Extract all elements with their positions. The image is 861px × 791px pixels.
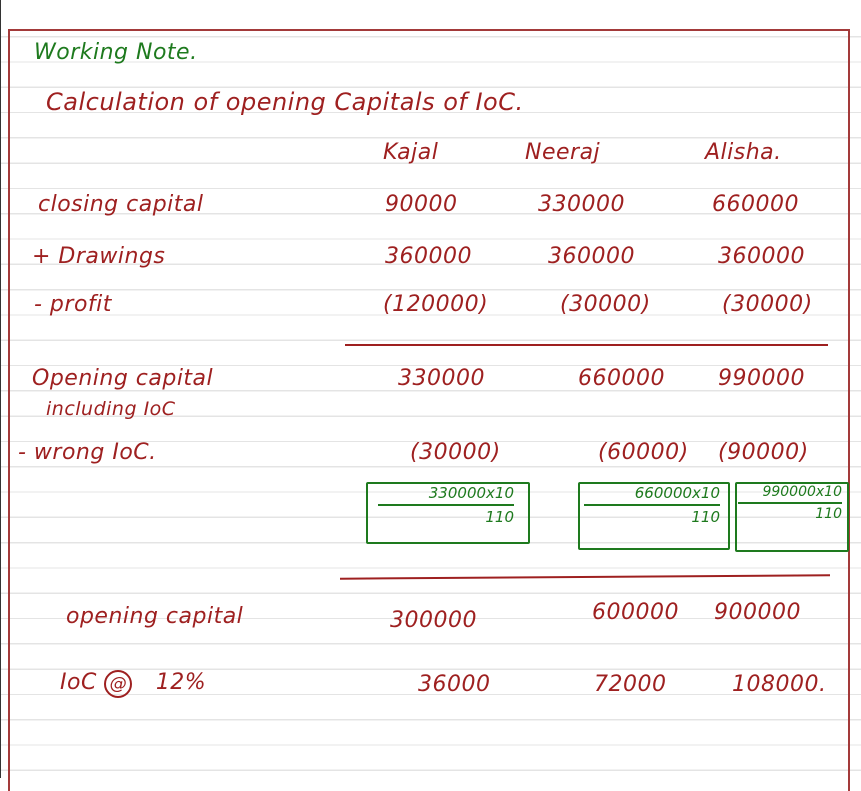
- cell: (120000): [383, 292, 489, 317]
- cell: 330000: [398, 366, 485, 391]
- total-line: [345, 344, 828, 346]
- cell: 36000: [418, 672, 491, 697]
- cell: 600000: [592, 600, 679, 625]
- note-title: Calculation of opening Capitals of IoC.: [46, 88, 524, 116]
- denominator: 110: [815, 506, 842, 522]
- cell: 360000: [548, 244, 635, 269]
- cell: 330000: [538, 192, 625, 217]
- cell: (30000): [560, 292, 651, 317]
- row-label-closing-capital: closing capital: [38, 192, 204, 217]
- cell: 900000: [714, 600, 801, 625]
- column-header-alisha: Alisha.: [705, 140, 782, 165]
- working-note-heading: Working Note.: [34, 40, 198, 65]
- row-label-opening-incl-line2: including IoC: [46, 398, 176, 420]
- numerator: 330000x10: [378, 484, 514, 506]
- column-header-neeraj: Neeraj: [525, 140, 601, 165]
- ioc-rate: 12%: [155, 670, 207, 695]
- cell: 360000: [718, 244, 805, 269]
- numerator: 990000x10: [738, 484, 842, 504]
- cell: 360000: [385, 244, 472, 269]
- row-label-drawings: + Drawings: [32, 244, 166, 269]
- cell: (30000): [722, 292, 813, 317]
- cell: (90000): [718, 440, 809, 465]
- cell: 300000: [390, 608, 477, 633]
- cell: 108000.: [732, 672, 827, 697]
- page-frame: [8, 29, 850, 791]
- column-header-kajal: Kajal: [383, 140, 439, 165]
- formula-bracket: [578, 482, 730, 550]
- ioc-label: IoC: [60, 670, 97, 695]
- row-label-wrong-ioc: - wrong IoC.: [18, 440, 157, 465]
- row-label-opening-capital: opening capital: [66, 604, 244, 629]
- formula-alisha: 990000x10 110: [738, 484, 842, 522]
- row-label-ioc: IoC @ 12%: [60, 670, 206, 698]
- formula-bracket: [735, 482, 849, 552]
- numerator: 660000x10: [584, 484, 720, 506]
- cell: 660000: [712, 192, 799, 217]
- cell: (30000): [410, 440, 501, 465]
- row-label-opening-incl-line1: Opening capital: [32, 366, 214, 391]
- cell: (60000): [598, 440, 689, 465]
- cell: 72000: [594, 672, 667, 697]
- row-label-profit: - profit: [34, 292, 112, 317]
- denominator: 110: [485, 508, 514, 526]
- formula-bracket: [366, 482, 530, 544]
- cell: 990000: [718, 366, 805, 391]
- denominator: 110: [691, 508, 720, 526]
- page-edge: [0, 0, 1, 778]
- formula-kajal: 330000x10 110: [378, 484, 514, 526]
- cell: 90000: [385, 192, 458, 217]
- cell: 660000: [578, 366, 665, 391]
- at-symbol-circle: @: [104, 670, 133, 698]
- formula-neeraj: 660000x10 110: [584, 484, 720, 526]
